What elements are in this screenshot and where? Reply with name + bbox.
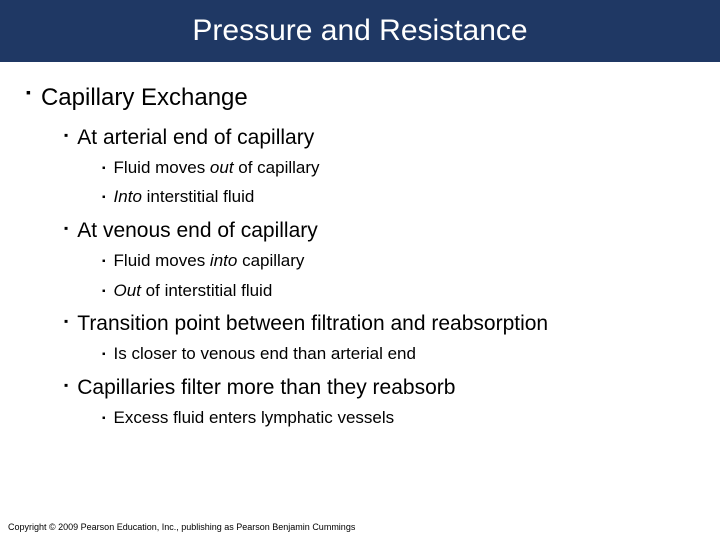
copyright-text: Copyright © 2009 Pearson Education, Inc.…	[8, 522, 355, 532]
bullet-icon	[64, 312, 68, 330]
bullet-lvl2: At venous end of capillary	[64, 219, 694, 243]
bullet-lvl3: Fluid moves out of capillary	[102, 158, 694, 178]
slide-content: Capillary Exchange At arterial end of ca…	[0, 62, 720, 427]
bullet-text: Is closer to venous end than arterial en…	[114, 344, 416, 364]
bullet-icon	[64, 219, 68, 237]
bullet-icon	[64, 126, 68, 144]
bullet-icon	[64, 376, 68, 394]
bullet-text: Fluid moves into capillary	[114, 251, 305, 271]
bullet-text: At arterial end of capillary	[77, 126, 314, 150]
title-bar: Pressure and Resistance	[0, 0, 720, 62]
bullet-lvl2: Transition point between filtration and …	[64, 312, 694, 336]
bullet-icon	[102, 187, 106, 205]
bullet-icon	[26, 84, 31, 102]
bullet-lvl2: Capillaries filter more than they reabso…	[64, 376, 694, 400]
bullet-icon	[102, 281, 106, 299]
bullet-icon	[102, 344, 106, 362]
bullet-lvl1: Capillary Exchange	[26, 84, 694, 112]
bullet-text: Into interstitial fluid	[114, 187, 255, 207]
bullet-lvl3: Out of interstitial fluid	[102, 281, 694, 301]
bullet-text: At venous end of capillary	[77, 219, 317, 243]
bullet-lvl3: Excess fluid enters lymphatic vessels	[102, 408, 694, 428]
bullet-lvl3: Into interstitial fluid	[102, 187, 694, 207]
bullet-lvl3: Is closer to venous end than arterial en…	[102, 344, 694, 364]
bullet-text: Capillaries filter more than they reabso…	[77, 376, 455, 400]
bullet-text: Excess fluid enters lymphatic vessels	[114, 408, 395, 428]
bullet-icon	[102, 251, 106, 269]
slide-title: Pressure and Resistance	[192, 14, 527, 47]
bullet-lvl2: At arterial end of capillary	[64, 126, 694, 150]
bullet-text: Fluid moves out of capillary	[114, 158, 320, 178]
bullet-text: Capillary Exchange	[41, 84, 248, 112]
bullet-icon	[102, 408, 106, 426]
bullet-text: Transition point between filtration and …	[77, 312, 548, 336]
bullet-icon	[102, 158, 106, 176]
bullet-text: Out of interstitial fluid	[114, 281, 273, 301]
bullet-lvl3: Fluid moves into capillary	[102, 251, 694, 271]
